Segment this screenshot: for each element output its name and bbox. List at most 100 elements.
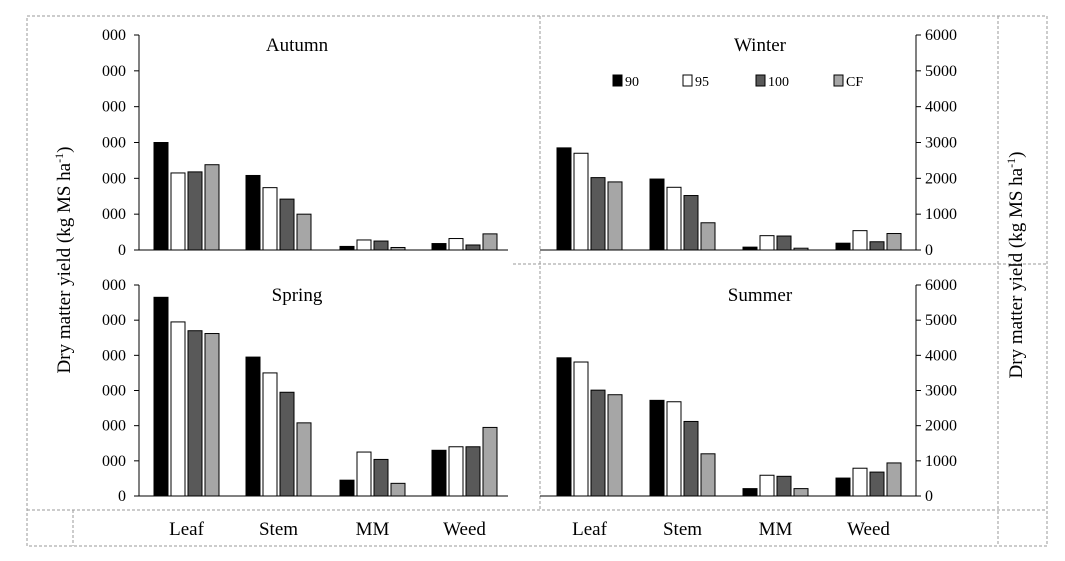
bar-spring-mm-cf: [390, 482, 406, 497]
bar-autumn-leaf-cf: [204, 164, 220, 251]
y-tick-label: 000: [102, 135, 126, 152]
y-tick-label: 000: [102, 383, 126, 400]
x-category-label: Weed: [847, 519, 890, 540]
bar-autumn-leaf-90: [153, 142, 169, 251]
bar-spring-mm-95: [356, 451, 372, 497]
bar-winter-leaf-90: [556, 147, 572, 251]
bar-spring-leaf-cf: [204, 333, 220, 497]
panel-title-winter: Winter: [734, 35, 787, 56]
x-category-label: MM: [759, 519, 793, 540]
x-category-label: Weed: [443, 519, 486, 540]
bar-winter-weed-cf: [886, 233, 902, 251]
bar-spring-stem-95: [262, 372, 278, 497]
y-tick-label: 000: [102, 63, 126, 80]
bar-winter-stem-90: [649, 178, 665, 251]
y-tick-label: 000: [102, 418, 126, 435]
bar-autumn-weed-95: [448, 238, 464, 251]
bar-spring-leaf-90: [153, 296, 169, 497]
legend-swatch-95: [682, 74, 693, 87]
bar-winter-mm-90: [742, 246, 758, 251]
bar-summer-leaf-95: [573, 361, 589, 497]
bar-winter-mm-cf: [793, 247, 809, 251]
legend-label-cf: CF: [846, 75, 863, 90]
bar-summer-mm-95: [759, 474, 775, 497]
layout-frames: [26, 15, 1048, 547]
bar-spring-stem-90: [245, 356, 261, 497]
y-tick-label: 000: [102, 206, 126, 223]
bars: [153, 142, 902, 497]
y-tick-label: 6000: [925, 27, 957, 44]
legend-swatch-90: [612, 74, 623, 87]
legend-label-90: 90: [625, 75, 639, 90]
bar-winter-mm-100: [776, 235, 792, 251]
bar-spring-weed-cf: [482, 426, 498, 497]
bar-spring-stem-100: [279, 391, 295, 497]
legend-swatch-cf: [833, 74, 844, 87]
bar-autumn-leaf-100: [187, 171, 203, 251]
panel-title-summer: Summer: [728, 285, 793, 306]
bar-summer-leaf-90: [556, 357, 572, 497]
bar-summer-mm-100: [776, 475, 792, 497]
y-tick-label: 5000: [925, 312, 957, 329]
bar-spring-weed-95: [448, 446, 464, 497]
x-category-label: Leaf: [572, 519, 607, 540]
y-tick-label: 000: [102, 170, 126, 187]
y-tick-label: 3000: [925, 383, 957, 400]
y-axis-title-right: Dry matter yield (kg MS ha-1): [1004, 152, 1027, 379]
bar-autumn-weed-cf: [482, 233, 498, 251]
legend-label-95: 95: [695, 75, 709, 90]
y-tick-label: 4000: [925, 347, 957, 364]
bar-autumn-weed-90: [431, 243, 447, 251]
y-tick-label: 6000: [925, 277, 957, 294]
bar-winter-leaf-100: [590, 177, 606, 251]
bar-spring-weed-90: [431, 449, 447, 497]
bar-summer-mm-cf: [793, 488, 809, 497]
x-category-label: Leaf: [169, 519, 204, 540]
bar-winter-weed-100: [869, 241, 885, 251]
y-tick-label: 0: [118, 242, 126, 259]
bar-winter-weed-95: [852, 230, 868, 251]
bar-autumn-mm-100: [373, 240, 389, 251]
legend-label-100: 100: [768, 75, 789, 90]
bar-spring-leaf-100: [187, 330, 203, 497]
legend: 90 95 100 CF: [612, 74, 863, 90]
outer-frame: [26, 15, 1048, 547]
bar-winter-stem-95: [666, 186, 682, 251]
legend-swatch-100: [755, 74, 766, 87]
bar-spring-leaf-95: [170, 321, 186, 497]
bar-summer-weed-cf: [886, 462, 902, 497]
panel-title-autumn: Autumn: [266, 35, 329, 56]
bar-autumn-stem-100: [279, 198, 295, 251]
labels: 0000000000000000000010002000300040005000…: [52, 27, 1027, 540]
y-tick-label: 2000: [925, 418, 957, 435]
bar-summer-leaf-cf: [607, 394, 623, 497]
bar-winter-weed-90: [835, 242, 851, 251]
bar-summer-stem-95: [666, 401, 682, 497]
y-tick-label: 3000: [925, 135, 957, 152]
bar-summer-stem-90: [649, 399, 665, 497]
y-tick-label: 0: [925, 488, 933, 505]
bar-winter-mm-95: [759, 235, 775, 251]
y-tick-label: 000: [102, 99, 126, 116]
bar-spring-mm-90: [339, 479, 355, 497]
bar-winter-leaf-95: [573, 152, 589, 251]
panel-title-spring: Spring: [272, 285, 323, 306]
bar-autumn-weed-100: [465, 244, 481, 251]
bar-autumn-mm-90: [339, 245, 355, 251]
bar-summer-weed-90: [835, 477, 851, 497]
y-tick-label: 000: [102, 277, 126, 294]
x-category-label: Stem: [259, 519, 298, 540]
bar-spring-weed-100: [465, 446, 481, 497]
bar-summer-leaf-100: [590, 389, 606, 497]
y-tick-label: 000: [102, 27, 126, 44]
bar-autumn-mm-95: [356, 239, 372, 251]
y-tick-label: 000: [102, 347, 126, 364]
bar-winter-leaf-cf: [607, 181, 623, 251]
y-tick-label: 000: [102, 453, 126, 470]
bar-summer-stem-100: [683, 420, 699, 497]
x-category-label: MM: [356, 519, 390, 540]
bar-winter-stem-100: [683, 195, 699, 251]
bar-summer-weed-95: [852, 467, 868, 497]
bar-autumn-stem-95: [262, 187, 278, 251]
